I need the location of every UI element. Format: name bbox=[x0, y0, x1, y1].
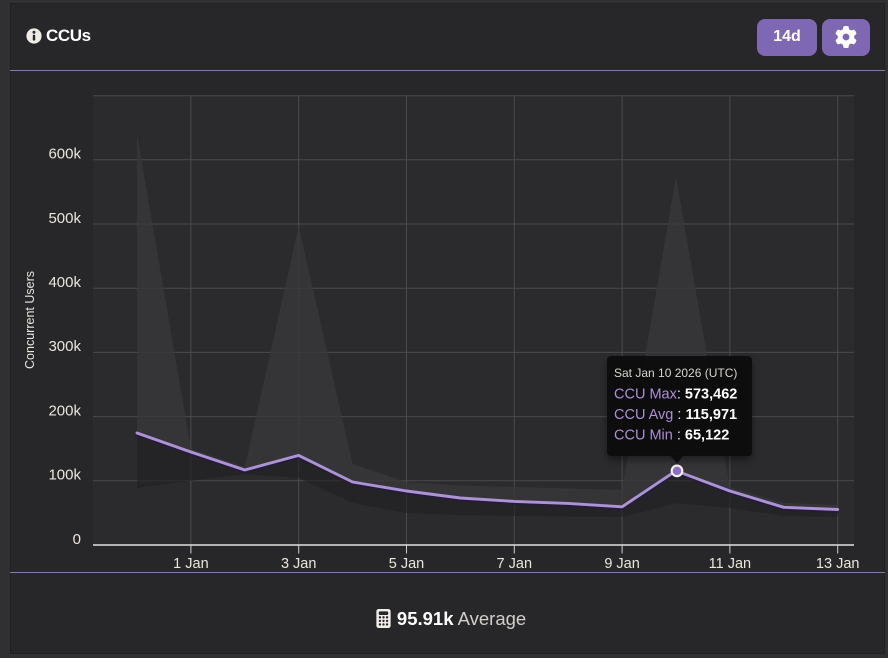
svg-text:1 Jan: 1 Jan bbox=[173, 556, 208, 572]
svg-text:13 Jan: 13 Jan bbox=[816, 556, 860, 572]
svg-text:0: 0 bbox=[73, 531, 81, 548]
svg-text:3 Jan: 3 Jan bbox=[281, 556, 316, 572]
svg-text:9 Jan: 9 Jan bbox=[604, 556, 639, 572]
svg-text:11 Jan: 11 Jan bbox=[709, 556, 751, 572]
svg-text:400k: 400k bbox=[48, 274, 81, 291]
svg-text:Sat Jan 10 2026 (UTC): Sat Jan 10 2026 (UTC) bbox=[614, 366, 737, 380]
svg-text:CCU Max: 573,462: CCU Max: 573,462 bbox=[614, 387, 737, 403]
svg-text:5 Jan: 5 Jan bbox=[389, 556, 424, 572]
svg-text:Concurrent Users: Concurrent Users bbox=[23, 271, 37, 369]
svg-text:CCU Min : 65,122: CCU Min : 65,122 bbox=[614, 428, 729, 444]
svg-text:100k: 100k bbox=[48, 467, 81, 484]
svg-text:500k: 500k bbox=[48, 210, 81, 227]
svg-text:600k: 600k bbox=[48, 146, 81, 163]
svg-text:200k: 200k bbox=[48, 402, 81, 419]
svg-text:CCU Avg : 115,971: CCU Avg : 115,971 bbox=[614, 407, 737, 423]
svg-text:300k: 300k bbox=[48, 338, 81, 355]
svg-text:7 Jan: 7 Jan bbox=[497, 556, 532, 572]
